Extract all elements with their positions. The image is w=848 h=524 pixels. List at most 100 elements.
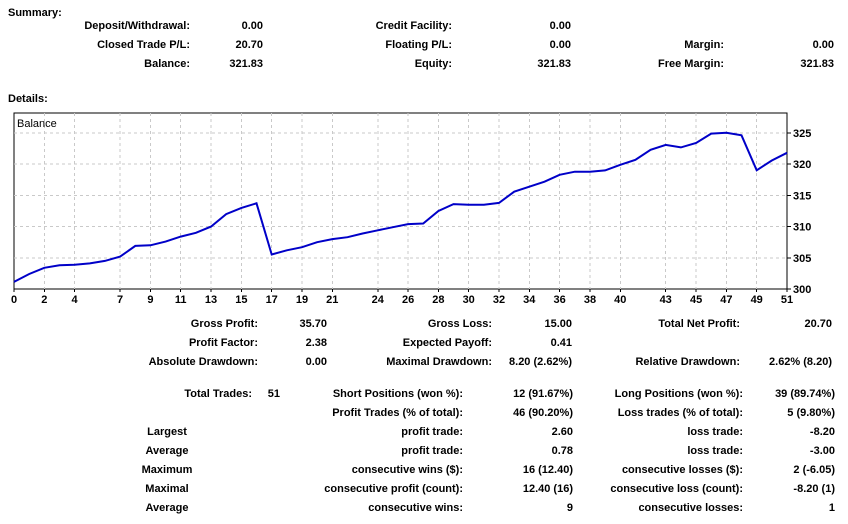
stat-label: consecutive loss (count): — [610, 483, 743, 495]
stat-value: 1 — [828, 502, 835, 514]
stat-value: 51 — [267, 388, 280, 400]
x-axis-label: 49 — [751, 294, 763, 306]
stat-label: Largest — [147, 426, 187, 438]
stat-value: 5 (9.80%) — [787, 407, 835, 419]
stat-value: 35.70 — [299, 318, 327, 330]
stat-value: 321.83 — [537, 58, 571, 70]
stat-value: 8.20 (2.62%) — [509, 356, 572, 368]
chart-plot-area — [13, 112, 788, 290]
stat-value: 12 (91.67%) — [513, 388, 573, 400]
stat-value: 0.00 — [549, 39, 571, 51]
x-axis-label: 2 — [41, 294, 47, 306]
stat-row: Profit Factor: 2.38 Expected Payoff: 0.41 — [0, 334, 848, 353]
stat-value: 2.38 — [305, 337, 327, 349]
stat-value: 0.00 — [812, 39, 834, 51]
x-axis-label: 19 — [296, 294, 308, 306]
stat-label: Expected Payoff: — [402, 337, 492, 349]
x-axis-label: 34 — [523, 294, 536, 306]
stat-value: 20.70 — [235, 39, 263, 51]
stat-label: Gross Profit: — [190, 318, 258, 330]
stat-row: Largest profit trade: 2.60 loss trade: -8.20 — [0, 423, 848, 442]
x-axis-label: 13 — [205, 294, 217, 306]
x-axis-label: 9 — [147, 294, 153, 306]
stat-label: Free Margin: — [657, 58, 724, 70]
x-axis-label: 21 — [326, 294, 338, 306]
stat-row: Closed Trade P/L: 20.70 Floating P/L: 0.00 M… — [0, 36, 848, 55]
x-axis-label: 24 — [372, 294, 385, 306]
y-axis-label: 315 — [793, 190, 811, 202]
stat-label: Loss trades (% of total): — [617, 407, 743, 419]
stat-label: Balance: — [144, 58, 190, 70]
y-axis-label: 305 — [793, 253, 811, 265]
stat-value: 9 — [566, 502, 573, 514]
stat-value: 0.00 — [305, 356, 327, 368]
x-axis-label: 7 — [117, 294, 123, 306]
stat-label: Absolute Drawdown: — [148, 356, 258, 368]
stat-label: Closed Trade P/L: — [97, 39, 190, 51]
stat-row: Maximum consecutive wins ($): 16 (12.40) co… — [0, 461, 848, 480]
stat-label: Profit Trades (% of total): — [332, 407, 463, 419]
stat-label: loss trade: — [687, 426, 743, 438]
stat-label: Maximal Drawdown: — [386, 356, 492, 368]
stat-value: 20.70 — [804, 318, 832, 330]
x-axis-label: 51 — [781, 294, 793, 306]
stat-label: Maximum — [141, 464, 193, 476]
stat-label: Gross Loss: — [427, 318, 492, 330]
stat-label: loss trade: — [687, 445, 743, 457]
stat-value: 2 (-6.05) — [793, 464, 835, 476]
balance-chart: 0 2 4 7 9 11 13 15 17 19 21 24 26 28 30 32 34 36 38 40 43 45 4… — [0, 105, 848, 310]
stat-value: -3.00 — [809, 445, 835, 457]
x-axis-label: 40 — [614, 294, 626, 306]
stat-label: profit trade: — [401, 445, 463, 457]
balance-chart-svg: 0 2 4 7 9 11 13 15 17 19 21 24 26 28 30 32 34 36 38 40 43 45 4… — [11, 112, 811, 306]
chart-title: Balance — [17, 118, 57, 130]
stat-value: 321.83 — [800, 58, 834, 70]
stat-label: consecutive wins ($): — [351, 464, 463, 476]
stat-label: Credit Facility: — [375, 20, 452, 32]
stat-value: 0.41 — [550, 337, 572, 349]
stat-value: -8.20 (1) — [793, 483, 835, 495]
stat-label: Total Net Profit: — [658, 318, 740, 330]
stat-value: 15.00 — [544, 318, 572, 330]
stat-row: Average consecutive wins: 9 consecutive los… — [0, 499, 848, 518]
stat-row: Absolute Drawdown: 0.00 Maximal Drawdown: 8… — [0, 353, 848, 372]
stat-label: Short Positions (won %): — [332, 388, 463, 400]
stat-label: Total Trades: — [184, 388, 252, 400]
stat-value: 0.00 — [549, 20, 571, 32]
stat-row: Profit Trades (% of total): 46 (90.20%) Lo… — [0, 404, 848, 423]
y-axis-label: 320 — [793, 159, 811, 171]
x-axis-label: 32 — [493, 294, 505, 306]
stat-value: 46 (90.20%) — [513, 407, 573, 419]
stat-label: profit trade: — [401, 426, 463, 438]
stat-value: 0.78 — [551, 445, 573, 457]
stat-row: Maximal consecutive profit (count): 12.40 … — [0, 480, 848, 499]
stat-row: Gross Profit: 35.70 Gross Loss: 15.00 Total … — [0, 315, 848, 334]
stat-row: Total Trades: 51 Short Positions (won %): 1… — [0, 385, 848, 404]
stat-label: Long Positions (won %): — [614, 388, 743, 400]
x-axis-label: 38 — [584, 294, 596, 306]
x-axis-label: 15 — [235, 294, 247, 306]
stat-value: 2.60 — [551, 426, 573, 438]
stat-label: Average — [145, 445, 189, 457]
y-axis-label: 310 — [793, 222, 811, 234]
stat-label: Profit Factor: — [188, 337, 258, 349]
x-axis-label: 47 — [720, 294, 732, 306]
stat-label: consecutive profit (count): — [324, 483, 463, 495]
stat-row: Average profit trade: 0.78 loss trade: -3.00 — [0, 442, 848, 461]
x-axis-label: 0 — [11, 294, 17, 306]
stat-label: consecutive losses ($): — [621, 464, 743, 476]
balance-curve — [13, 131, 788, 283]
x-axis-label: 43 — [660, 294, 672, 306]
stat-value: 0.00 — [241, 20, 263, 32]
stat-value: -8.20 — [809, 426, 835, 438]
stat-value: 12.40 (16) — [522, 483, 573, 495]
stat-value: 2.62% (8.20) — [769, 356, 832, 368]
stat-label: Maximal — [145, 483, 189, 495]
x-axis-label: 17 — [266, 294, 278, 306]
stat-label: consecutive wins: — [368, 502, 463, 514]
x-axis-label: 28 — [432, 294, 444, 306]
stat-label: consecutive losses: — [638, 502, 743, 514]
stat-label: Margin: — [684, 39, 724, 51]
stat-label: Floating P/L: — [385, 39, 452, 51]
